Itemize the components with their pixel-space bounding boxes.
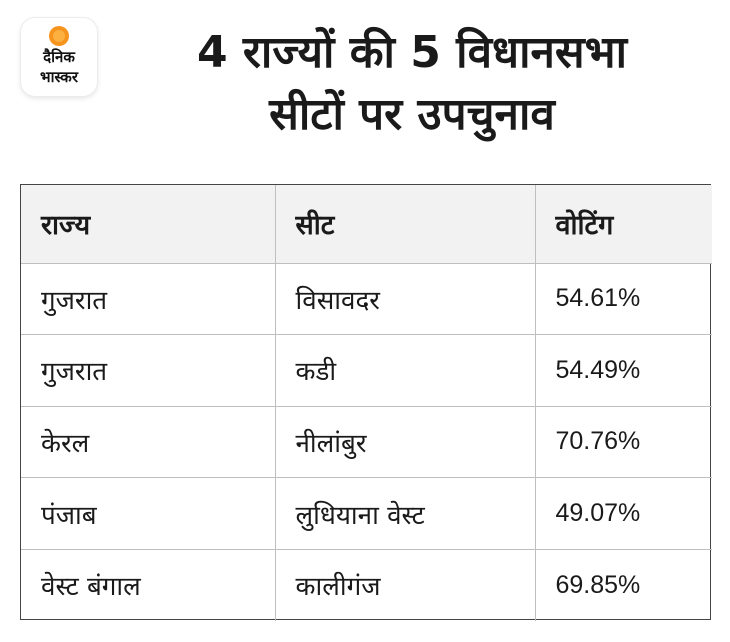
cell-seat: कालीगंज — [275, 549, 536, 621]
logo-text-line2: भास्कर — [40, 68, 78, 86]
cell-voting: 69.85% — [555, 570, 641, 599]
cell-seat: लुधियाना वेस्ट — [275, 477, 536, 550]
cell-seat: नीलांबुर — [275, 406, 536, 478]
table-header-row: राज्य सीट वोटिंग — [21, 185, 712, 263]
cell-seat: विसावदर — [275, 263, 536, 335]
results-table: राज्य सीट वोटिंग गुजरात विसावदर 54.61% ग… — [20, 184, 712, 621]
logo-text-line1: दैनिक — [43, 48, 75, 66]
title-line2: सीटों पर उपचुनाव — [269, 89, 555, 140]
table-row: केरल नीलांबुर 70.76% — [21, 406, 712, 478]
table-row: गुजरात कडी 54.49% — [21, 334, 712, 407]
dainik-bhaskar-logo: दैनिक भास्कर — [21, 18, 97, 96]
cell-state: केरल — [21, 406, 276, 478]
table-row: गुजरात विसावदर 54.61% — [21, 263, 712, 335]
title-line1: 4 राज्यों की 5 विधानसभा — [197, 27, 627, 78]
cell-state: गुजरात — [21, 263, 276, 335]
table-row: वेस्ट बंगाल कालीगंज 69.85% — [21, 549, 712, 621]
cell-state: गुजरात — [21, 334, 276, 407]
header-voting: वोटिंग — [555, 210, 614, 242]
table-row: पंजाब लुधियाना वेस्ट 49.07% — [21, 477, 712, 550]
cell-voting: 70.76% — [555, 427, 641, 456]
header-state: राज्य — [21, 185, 276, 263]
cell-state: पंजाब — [21, 477, 276, 550]
cell-seat: कडी — [275, 334, 536, 407]
page-title: 4 राज्यों की 5 विधानसभा सीटों पर उपचुनाव — [112, 22, 712, 146]
cell-voting: 49.07% — [555, 499, 641, 528]
header-seat: सीट — [275, 185, 536, 263]
cell-voting: 54.49% — [555, 355, 641, 384]
cell-voting: 54.61% — [555, 284, 641, 313]
sun-icon — [49, 26, 69, 46]
cell-state: वेस्ट बंगाल — [21, 549, 276, 621]
header: दैनिक भास्कर 4 राज्यों की 5 विधानसभा सीट… — [0, 0, 730, 180]
